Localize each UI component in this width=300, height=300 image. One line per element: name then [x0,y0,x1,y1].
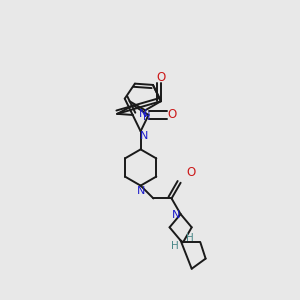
Text: N: N [136,186,145,196]
Text: O: O [168,109,177,122]
Text: H: H [170,241,178,250]
Text: O: O [156,71,166,84]
Text: H: H [186,233,194,244]
Text: H: H [143,112,151,122]
Text: N: N [140,131,148,141]
Text: N: N [139,109,147,119]
Text: O: O [186,166,195,179]
Text: N: N [171,210,180,220]
